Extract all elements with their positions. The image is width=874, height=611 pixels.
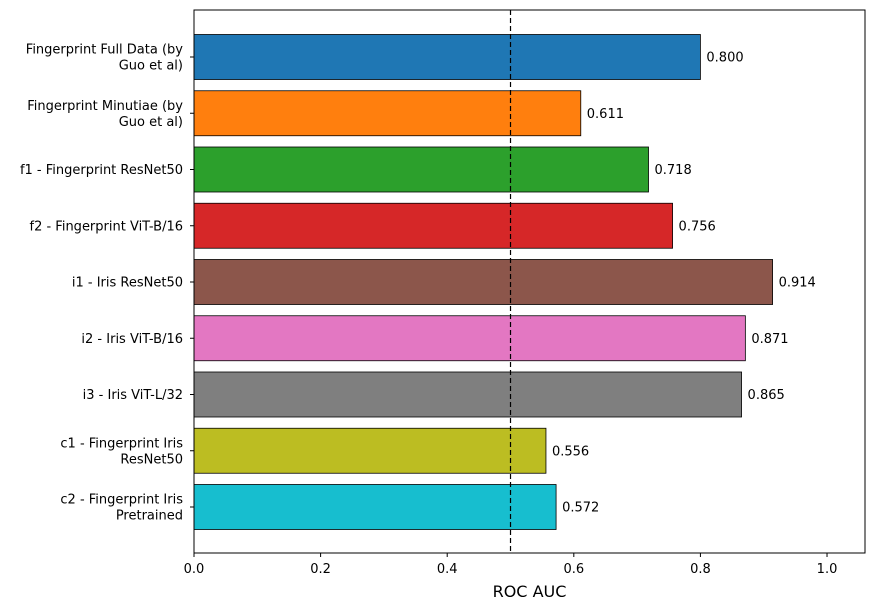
category-label-7: i3 - Iris ViT-L/32 [83,388,183,403]
bar-1 [193,34,701,80]
category-label-1: Fingerprint Full Data (by Guo et al) [26,43,184,74]
category-label-9: c2 - Fingerprint Iris Pretrained [60,493,183,524]
category-label-line: i3 - Iris ViT-L/32 [83,388,183,403]
value-label-5: 0.914 [779,276,816,291]
category-label-line: Guo et al) [119,59,183,74]
plot-frame [193,9,866,554]
bar-3 [193,146,649,193]
bar-4 [193,202,673,249]
x-tick-label-3: 0.6 [563,562,584,577]
value-label-9: 0.572 [562,501,599,516]
bar-7 [193,371,742,418]
value-labels-layer: 0.800 0.611 0.718 0.756 0.914 0.871 0.865 0.556… [552,51,816,516]
x-tick-label-1: 0.2 [310,562,331,577]
category-label-5: i1 - Iris ResNet50 [72,276,183,291]
bar-6 [193,315,746,362]
value-label-7: 0.865 [748,388,785,403]
value-label-4: 0.756 [679,219,716,234]
category-label-line: Pretrained [116,509,183,524]
category-label-line: Guo et al) [119,115,183,130]
value-label-1: 0.800 [706,51,743,66]
bar-2 [193,90,582,137]
category-label-line: f2 - Fingerprint ViT-B/16 [30,219,184,234]
category-label-8: c1 - Fingerprint Iris ResNet50 [60,436,183,467]
category-label-2: Fingerprint Minutiae (by Guo et al) [27,99,183,130]
category-label-line: c2 - Fingerprint Iris [60,493,183,508]
category-label-line: c1 - Fingerprint Iris [60,436,183,451]
category-label-line: Fingerprint Full Data (by [26,43,184,58]
x-axis: 0.0 0.2 0.4 0.6 0.8 1.0 [184,553,838,577]
x-tick-label-0: 0.0 [184,562,205,577]
x-tick-label-5: 1.0 [817,562,838,577]
category-label-6: i2 - Iris ViT-B/16 [81,332,183,347]
category-labels-layer: Fingerprint Full Data (by Guo et al)Finge… [20,43,194,524]
category-label-line: i2 - Iris ViT-B/16 [81,332,183,347]
value-label-2: 0.611 [587,107,624,122]
bar-5 [193,259,773,305]
category-label-line: i1 - Iris ResNet50 [72,276,183,291]
category-label-line: Fingerprint Minutiae (by [27,99,183,114]
value-label-3: 0.718 [655,163,692,178]
bar-9 [193,484,557,530]
x-tick-label-4: 0.8 [690,562,711,577]
bar-8 [193,427,547,474]
category-label-line: ResNet50 [120,452,183,467]
x-axis-title: ROC AUC [493,582,567,601]
category-label-4: f2 - Fingerprint ViT-B/16 [30,219,184,234]
x-tick-label-2: 0.4 [437,562,458,577]
category-label-3: f1 - Fingerprint ResNet50 [20,163,183,178]
value-label-6: 0.871 [751,332,788,347]
value-label-8: 0.556 [552,444,589,459]
bars-layer [193,34,773,530]
category-label-line: f1 - Fingerprint ResNet50 [20,163,183,178]
